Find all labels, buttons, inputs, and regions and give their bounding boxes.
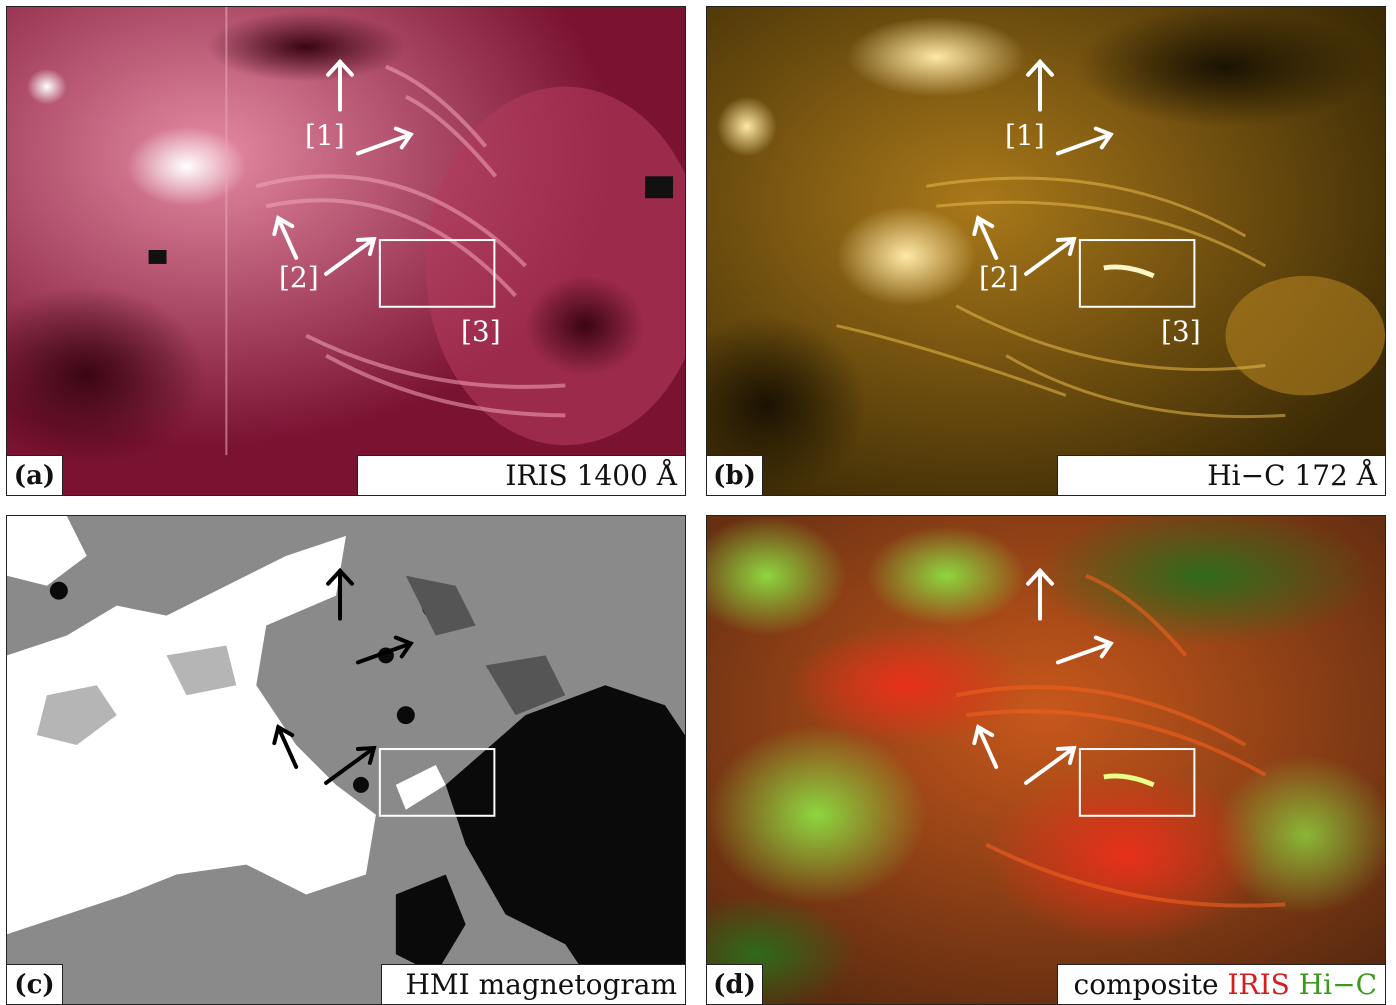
- panel-b-hic: [1] [2] [3] (b) Hi−C 172 Å: [706, 6, 1386, 496]
- label-2: [2]: [279, 261, 319, 294]
- magnetogram-image: [7, 516, 685, 1004]
- label-3: [3]: [461, 315, 501, 348]
- panel-a-iris: [1] [2] [3] (a) IRIS 1400 Å: [6, 6, 686, 496]
- label-1: [1]: [1005, 119, 1045, 152]
- panel-letter: (d): [707, 964, 763, 1004]
- label-3: [3]: [1161, 315, 1201, 348]
- hic-image: [707, 7, 1385, 495]
- composite-image: [707, 516, 1385, 1004]
- panel-letter: (a): [7, 455, 63, 495]
- iris-image: [7, 7, 685, 495]
- panel-caption: composite IRIS Hi−C: [1057, 964, 1385, 1004]
- panel-c-hmi: (c) HMI magnetogram: [6, 515, 686, 1005]
- caption-prefix: composite: [1073, 968, 1228, 1001]
- panel-d-composite: (d) composite IRIS Hi−C: [706, 515, 1386, 1005]
- panel-caption: IRIS 1400 Å: [357, 455, 685, 495]
- caption-iris: IRIS: [1227, 968, 1290, 1001]
- panel-caption: Hi−C 172 Å: [1057, 455, 1385, 495]
- label-2: [2]: [979, 261, 1019, 294]
- label-1: [1]: [305, 119, 345, 152]
- panel-letter: (b): [707, 455, 763, 495]
- panel-caption: HMI magnetogram: [381, 964, 685, 1004]
- caption-hic: Hi−C: [1298, 968, 1377, 1001]
- panel-letter: (c): [7, 964, 63, 1004]
